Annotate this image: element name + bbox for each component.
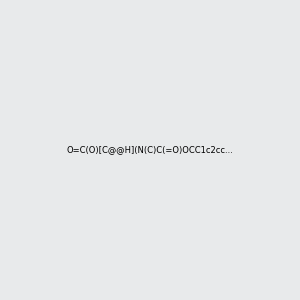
Text: O=C(O)[C@@H](N(C)C(=O)OCC1c2cc...: O=C(O)[C@@H](N(C)C(=O)OCC1c2cc... <box>67 146 233 154</box>
